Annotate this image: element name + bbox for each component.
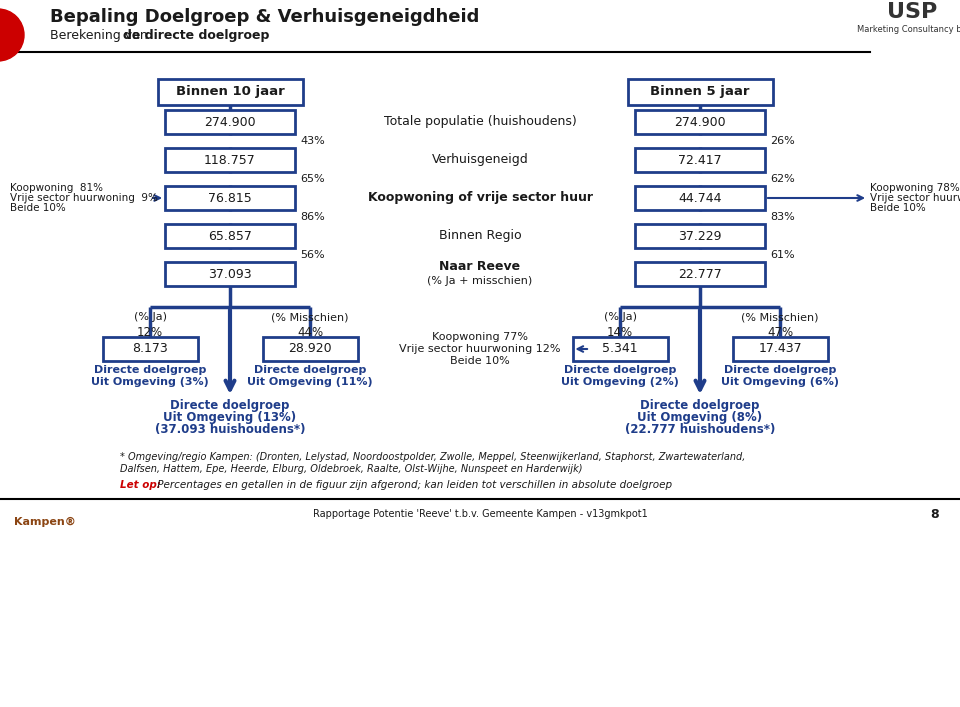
Text: (% Ja): (% Ja): [133, 312, 166, 322]
Text: Uit Omgeving (13%): Uit Omgeving (13%): [163, 411, 297, 423]
FancyBboxPatch shape: [165, 148, 295, 172]
Text: Beide 10%: Beide 10%: [870, 203, 925, 213]
Text: 274.900: 274.900: [204, 115, 255, 129]
Text: (% Misschien): (% Misschien): [272, 312, 348, 322]
Text: Directe doelgroep: Directe doelgroep: [564, 365, 676, 375]
Text: 65%: 65%: [300, 174, 324, 184]
Text: USP: USP: [887, 2, 937, 22]
FancyBboxPatch shape: [628, 79, 773, 105]
Text: Directe doelgroep: Directe doelgroep: [170, 399, 290, 411]
Text: 47%: 47%: [767, 325, 793, 339]
FancyBboxPatch shape: [157, 79, 302, 105]
Text: 44%: 44%: [297, 325, 324, 339]
Text: Uit Omgeving (3%): Uit Omgeving (3%): [91, 377, 209, 387]
Text: Verhuisgeneigd: Verhuisgeneigd: [432, 153, 528, 167]
Text: Marketing Consultancy bv: Marketing Consultancy bv: [857, 25, 960, 33]
Text: Berekening van: Berekening van: [50, 28, 152, 42]
Text: Binnen 10 jaar: Binnen 10 jaar: [176, 86, 284, 98]
Text: Uit Omgeving (11%): Uit Omgeving (11%): [247, 377, 372, 387]
Text: Koopwoning of vrije sector huur: Koopwoning of vrije sector huur: [368, 192, 592, 204]
Text: Percentages en getallen in de figuur zijn afgerond; kan leiden tot verschillen i: Percentages en getallen in de figuur zij…: [154, 480, 672, 490]
Text: (% Ja + misschien): (% Ja + misschien): [427, 276, 533, 286]
Text: 118.757: 118.757: [204, 153, 256, 167]
FancyBboxPatch shape: [635, 224, 765, 248]
Text: Directe doelgroep: Directe doelgroep: [640, 399, 759, 411]
FancyBboxPatch shape: [165, 224, 295, 248]
Text: 83%: 83%: [770, 212, 795, 222]
Text: Beide 10%: Beide 10%: [450, 356, 510, 366]
FancyBboxPatch shape: [635, 148, 765, 172]
Text: 5.341: 5.341: [602, 342, 637, 356]
Text: 62%: 62%: [770, 174, 795, 184]
Text: 274.900: 274.900: [674, 115, 726, 129]
Text: * Omgeving/regio Kampen: (Dronten, Lelystad, Noordoostpolder, Zwolle, Meppel, St: * Omgeving/regio Kampen: (Dronten, Lelys…: [120, 452, 745, 462]
Text: Koopwoning  81%: Koopwoning 81%: [10, 183, 103, 193]
Text: Vrije sector huurwoning  9%: Vrije sector huurwoning 9%: [10, 193, 157, 203]
Text: 8.173: 8.173: [132, 342, 168, 356]
Text: (% Ja): (% Ja): [604, 312, 636, 322]
Text: (% Misschien): (% Misschien): [741, 312, 819, 322]
Text: Uit Omgeving (8%): Uit Omgeving (8%): [637, 411, 762, 423]
Text: 86%: 86%: [300, 212, 324, 222]
Text: Kampen®: Kampen®: [14, 517, 76, 527]
Text: Dalfsen, Hattem, Epe, Heerde, Elburg, Oldebroek, Raalte, Olst-Wijhe, Nunspeet en: Dalfsen, Hattem, Epe, Heerde, Elburg, Ol…: [120, 464, 583, 474]
Text: 17.437: 17.437: [758, 342, 802, 356]
Text: 37.229: 37.229: [679, 230, 722, 243]
Text: Uit Omgeving (2%): Uit Omgeving (2%): [561, 377, 679, 387]
Text: (22.777 huishoudens*): (22.777 huishoudens*): [625, 423, 775, 436]
FancyBboxPatch shape: [635, 186, 765, 210]
Text: 12%: 12%: [137, 325, 163, 339]
Text: 56%: 56%: [300, 250, 324, 260]
Text: Uit Omgeving (6%): Uit Omgeving (6%): [721, 377, 839, 387]
Text: 28.920: 28.920: [288, 342, 332, 356]
Text: Let op:: Let op:: [120, 480, 161, 490]
Text: 22.777: 22.777: [678, 267, 722, 281]
Text: 8: 8: [930, 508, 939, 520]
Text: 14%: 14%: [607, 325, 633, 339]
Text: 61%: 61%: [770, 250, 795, 260]
Text: 76.815: 76.815: [208, 192, 252, 204]
Text: (37.093 huishoudens*): (37.093 huishoudens*): [155, 423, 305, 436]
Text: de directe doelgroep: de directe doelgroep: [123, 28, 270, 42]
FancyBboxPatch shape: [635, 262, 765, 286]
FancyBboxPatch shape: [572, 337, 667, 361]
FancyBboxPatch shape: [262, 337, 357, 361]
Text: 37.093: 37.093: [208, 267, 252, 281]
Text: Totale populatie (huishoudens): Totale populatie (huishoudens): [384, 115, 576, 129]
Text: Vrije sector huurwoning 12%: Vrije sector huurwoning 12%: [399, 344, 561, 354]
Circle shape: [0, 9, 24, 61]
FancyBboxPatch shape: [103, 337, 198, 361]
Text: 44.744: 44.744: [679, 192, 722, 204]
Text: Directe doelgroep: Directe doelgroep: [253, 365, 366, 375]
Text: 26%: 26%: [770, 136, 795, 146]
Text: 43%: 43%: [300, 136, 324, 146]
Text: Bepaling Doelgroep & Verhuisgeneigdheid: Bepaling Doelgroep & Verhuisgeneigdheid: [50, 8, 479, 26]
Text: Binnen 5 jaar: Binnen 5 jaar: [650, 86, 750, 98]
Text: Binnen Regio: Binnen Regio: [439, 230, 521, 243]
FancyBboxPatch shape: [165, 110, 295, 134]
Text: Directe doelgroep: Directe doelgroep: [724, 365, 836, 375]
Text: Naar Reeve: Naar Reeve: [440, 260, 520, 274]
Text: 72.417: 72.417: [678, 153, 722, 167]
Text: Directe doelgroep: Directe doelgroep: [94, 365, 206, 375]
Text: Koopwoning 78%: Koopwoning 78%: [870, 183, 960, 193]
Text: 65.857: 65.857: [208, 230, 252, 243]
FancyBboxPatch shape: [165, 186, 295, 210]
Text: Rapportage Potentie 'Reeve' t.b.v. Gemeente Kampen - v13gmkpot1: Rapportage Potentie 'Reeve' t.b.v. Gemee…: [313, 509, 647, 519]
Text: Koopwoning 77%: Koopwoning 77%: [432, 332, 528, 342]
Text: Beide 10%: Beide 10%: [10, 203, 65, 213]
FancyBboxPatch shape: [732, 337, 828, 361]
FancyBboxPatch shape: [635, 110, 765, 134]
FancyBboxPatch shape: [165, 262, 295, 286]
Text: Vrije sector huurwoning 12%: Vrije sector huurwoning 12%: [870, 193, 960, 203]
